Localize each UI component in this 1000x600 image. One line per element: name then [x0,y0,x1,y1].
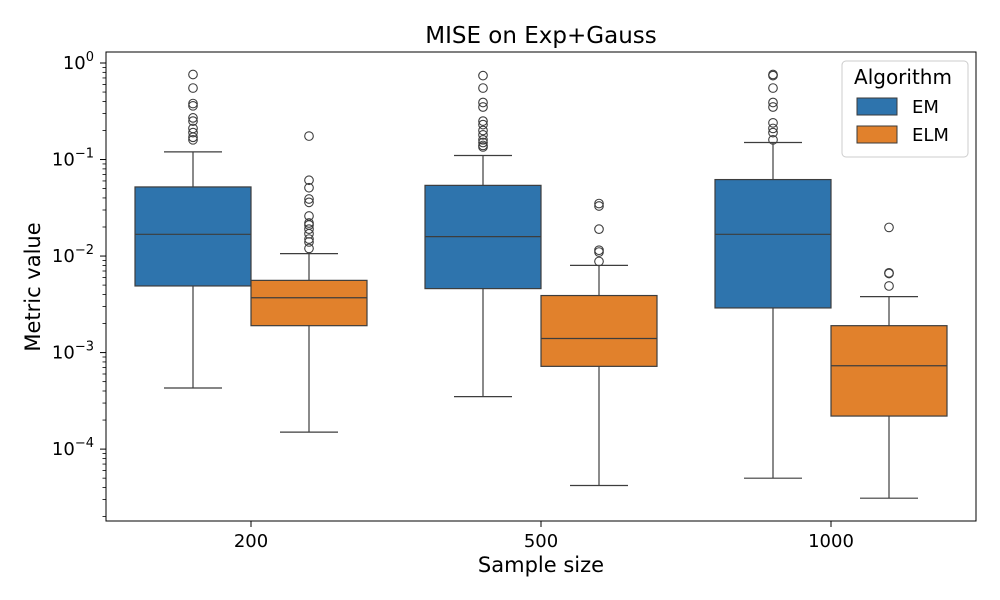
outlier-elm-200-2 [304,182,314,193]
outlier-em-500-2 [478,97,488,108]
outlier-em-500-4 [478,116,488,126]
y-tick-label-1: 10−1 [52,147,94,171]
outlier-elm-200-12 [304,243,314,254]
outlier-elm-200-0 [304,131,314,141]
outlier-em-200-1 [188,83,198,93]
legend: Algorithm EM ELM [841,60,969,158]
y-tick-label-3: 10−3 [52,340,94,364]
outlier-elm-200-10 [304,234,314,244]
outlier-elm-200-11 [304,237,314,247]
outlier-em-500-7 [478,130,488,140]
outlier-em-1000-1 [768,70,778,81]
x-tick-label-0: 200 [234,531,268,552]
outlier-elm-500-3 [594,245,604,256]
outlier-em-500-11 [478,142,488,152]
chart-title: MISE on Exp+Gauss [425,23,657,49]
y-tick-label-4: 10−4 [52,436,94,460]
outlier-em-500-5 [478,119,488,130]
outlier-em-1000-2 [768,83,778,93]
outlier-elm-500-5 [594,256,604,267]
outlier-em-500-6 [478,125,488,136]
box-elm-200 [250,279,368,327]
x-tick-label-2: 1000 [808,531,854,552]
legend-title: Algorithm [854,65,952,89]
outlier-elm-500-4 [594,247,604,257]
outlier-em-1000-4 [768,102,778,112]
outlier-em-200-7 [188,127,198,138]
outlier-em-200-9 [188,134,198,145]
outlier-em-500-8 [478,134,488,145]
outlier-em-1000-5 [768,117,778,128]
outlier-em-500-3 [478,102,488,112]
y-axis-label: Metric value [21,222,45,351]
plot-area: 100 10−1 10−2 10−3 10−4 200 500 1000 [52,50,948,552]
box-elm-500 [540,294,658,367]
outlier-elm-200-1 [304,175,314,186]
outlier-em-500-9 [478,137,488,148]
outlier-elm-200-3 [304,194,314,204]
plot-frame [105,51,977,522]
box-elm-1000 [830,325,948,417]
outlier-em-200-4 [188,113,198,123]
outlier-elm-500-2 [594,224,604,234]
outlier-elm-1000-3 [884,281,894,291]
outlier-elm-500-1 [594,201,604,211]
outlier-elm-1000-0 [884,222,894,233]
outlier-em-1000-3 [768,97,778,108]
y-tick-label-2: 10−2 [52,243,94,267]
y-tick-label-0: 100 [63,50,94,74]
x-tick-label-1: 500 [524,531,558,552]
legend-swatch-elm [856,125,898,144]
outlier-em-1000-8 [768,134,778,145]
outlier-em-500-0 [478,70,488,81]
legend-swatch-em [856,97,898,116]
outlier-em-200-0 [188,69,198,80]
outlier-em-1000-7 [768,127,778,138]
outlier-em-200-8 [188,132,198,143]
outlier-elm-500-0 [594,198,604,209]
outlier-em-200-2 [188,98,198,109]
outlier-em-1000-6 [768,123,778,134]
box-em-1000 [714,178,832,309]
outlier-em-500-1 [478,83,488,93]
legend-label-elm: ELM [912,125,949,146]
x-axis-label: Sample size [478,553,604,577]
outlier-em-200-3 [188,100,198,111]
outlier-elm-200-8 [304,224,314,234]
outlier-elm-1000-2 [884,268,894,279]
legend-label-em: EM [912,97,939,118]
box-em-200 [134,186,252,287]
outlier-em-200-5 [188,116,198,126]
outlier-elm-200-4 [304,197,314,208]
